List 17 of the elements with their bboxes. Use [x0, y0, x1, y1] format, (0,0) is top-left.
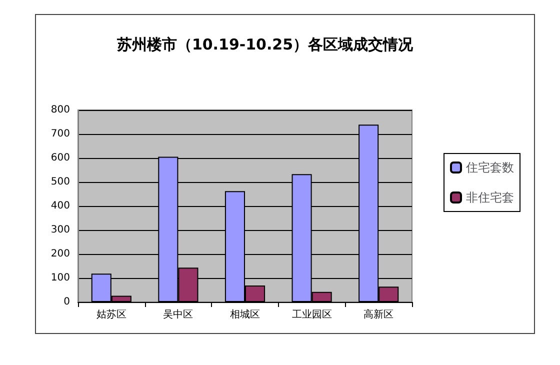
x-tick-label: 工业园区	[292, 308, 332, 320]
y-tick-label: 200	[50, 248, 70, 260]
y-tick-label: 0	[64, 296, 70, 308]
x-tick-label: 相城区	[230, 308, 260, 320]
y-tick-label: 700	[50, 128, 70, 140]
legend-label: 非住宅套	[466, 190, 514, 204]
y-tick-label: 500	[50, 176, 70, 188]
chart-title: 苏州楼市（10.19-10.25）各区域成交情况	[116, 36, 414, 54]
y-tick-label: 300	[50, 224, 70, 236]
legend-label: 住宅套数	[465, 160, 514, 174]
y-tick-label: 100	[50, 272, 70, 284]
y-tick-label: 600	[50, 152, 70, 164]
y-tick-label: 800	[50, 104, 70, 116]
x-tick-label: 吴中区	[163, 308, 194, 320]
x-tick-label: 高新区	[364, 308, 394, 320]
x-tick-label: 姑苏区	[96, 308, 126, 320]
y-tick-label: 400	[50, 200, 70, 212]
